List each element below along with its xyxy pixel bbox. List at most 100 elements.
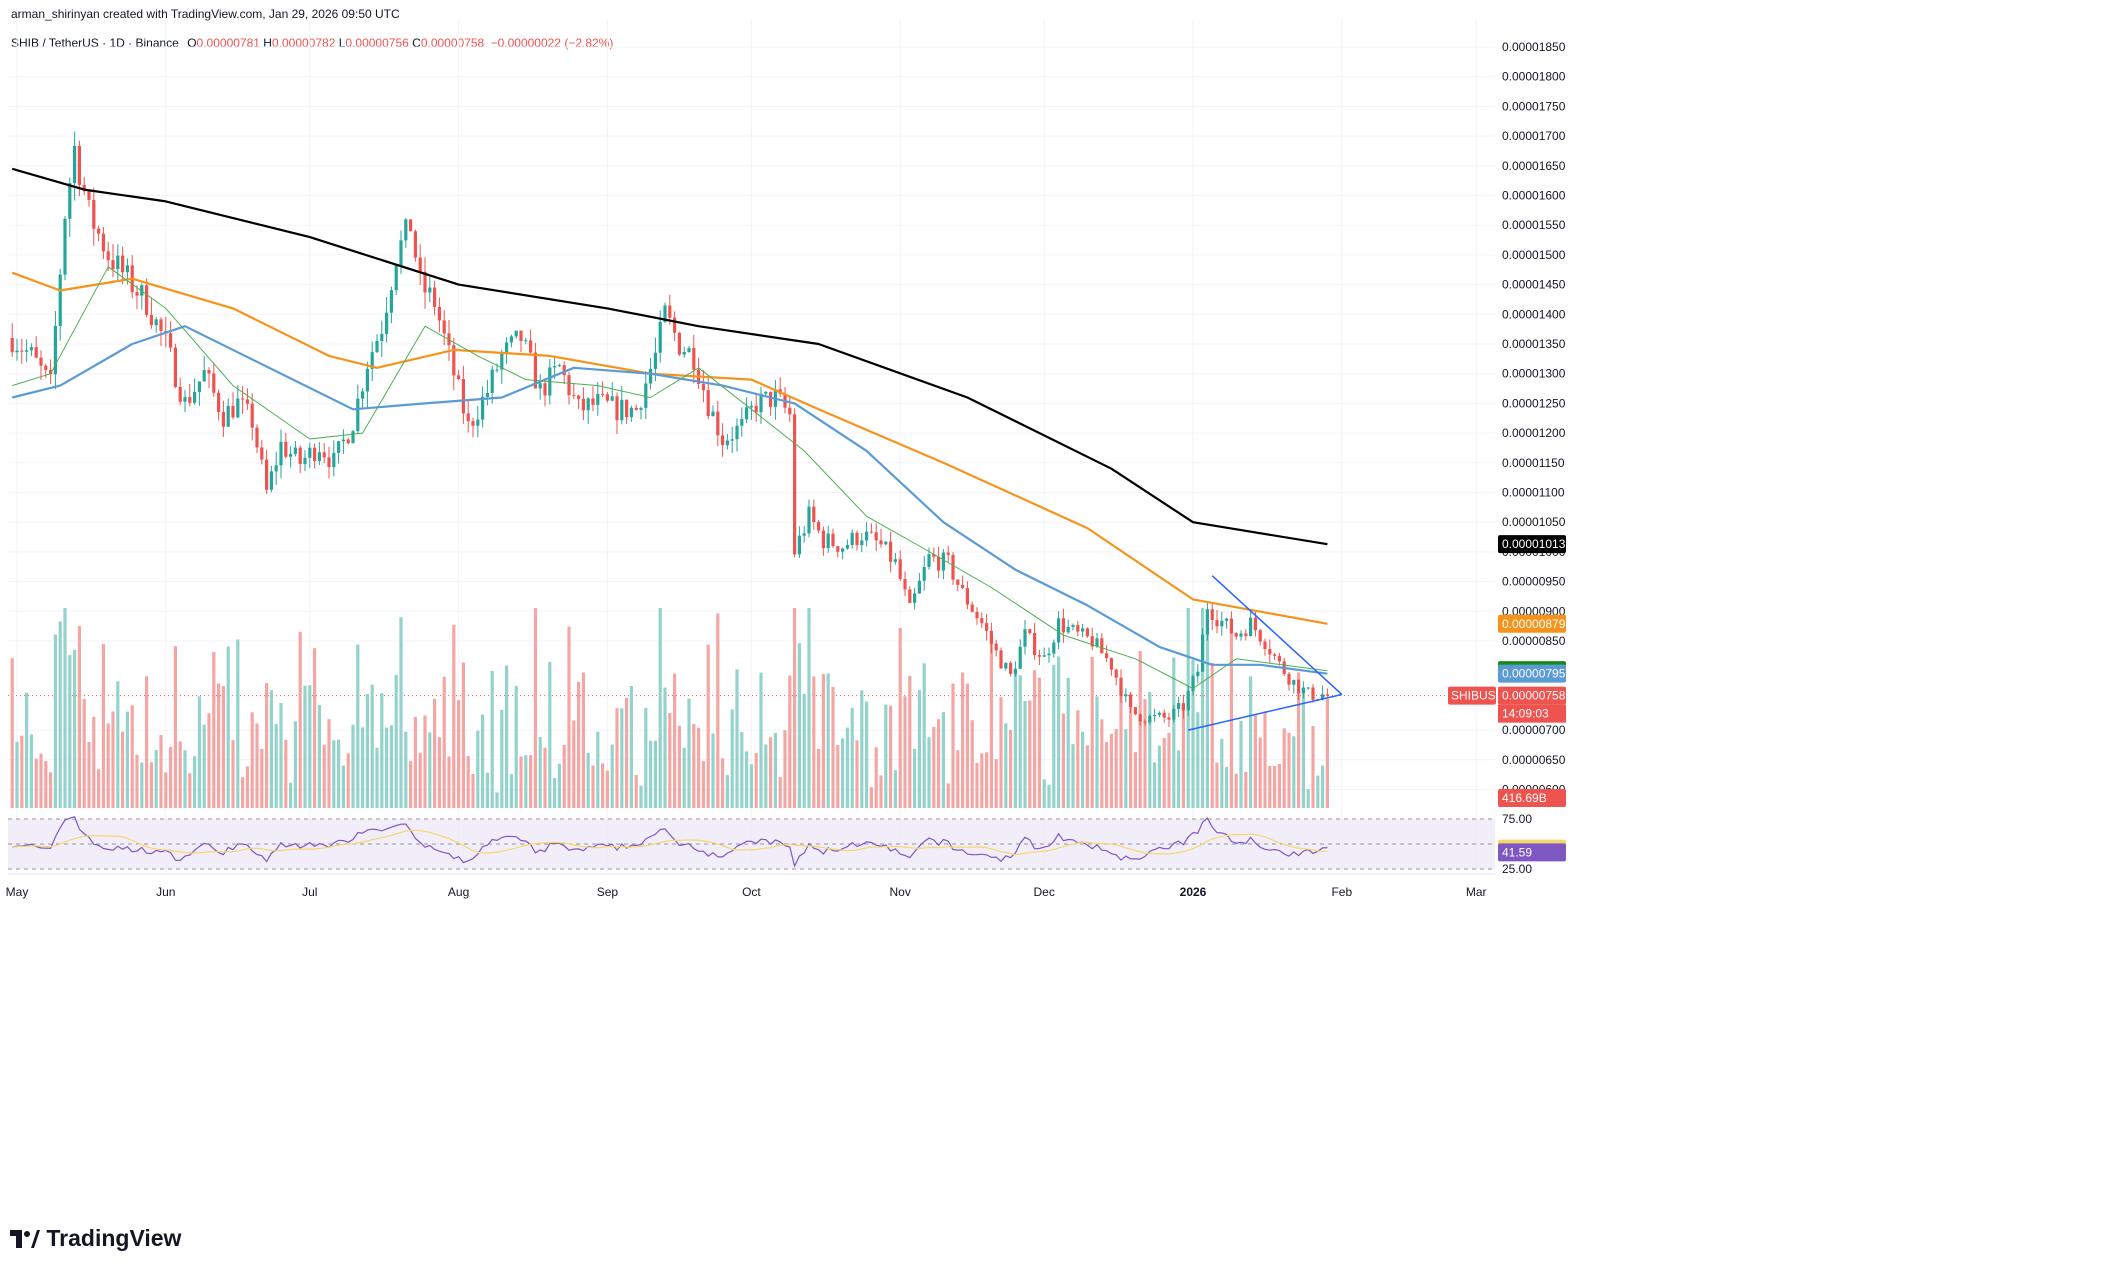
candle-body[interactable] [749,405,753,408]
candle-body[interactable] [337,441,341,453]
candle-body[interactable] [423,271,427,293]
triangle-pattern[interactable] [1188,575,1343,731]
candle-body[interactable] [193,391,197,403]
candle-body[interactable] [1138,714,1142,722]
candle-body[interactable] [1119,677,1123,697]
candle-body[interactable] [586,398,590,411]
candle-body[interactable] [644,383,648,408]
candle-body[interactable] [730,439,734,441]
candle-body[interactable] [903,578,907,590]
candle-body[interactable] [965,588,969,605]
candle-body[interactable] [1215,620,1219,627]
candle-body[interactable] [1018,646,1022,669]
candle-body[interactable] [1234,633,1238,637]
candle-body[interactable] [1239,633,1243,637]
candle-body[interactable] [207,369,211,374]
candle-body[interactable] [159,319,163,331]
candle-body[interactable] [428,287,432,293]
candle-body[interactable] [1292,680,1296,685]
candle-body[interactable] [250,403,254,428]
candle-body[interactable] [1061,618,1065,633]
candle-body[interactable] [1095,638,1099,647]
candle-body[interactable] [581,398,585,411]
candle-body[interactable] [682,352,686,355]
candle-body[interactable] [1263,641,1267,650]
candle-body[interactable] [101,233,105,252]
candle-body[interactable] [975,611,979,619]
candle-body[interactable] [1066,626,1070,633]
candle-body[interactable] [937,556,941,571]
candle-body[interactable] [1273,654,1277,656]
candle-body[interactable] [226,405,230,427]
candle-body[interactable] [658,321,662,353]
candle-body[interactable] [1052,642,1056,654]
candle-body[interactable] [365,368,369,392]
candle-body[interactable] [1186,691,1190,711]
candle-body[interactable] [241,398,245,400]
candle-body[interactable] [735,425,739,440]
candle-body[interactable] [279,441,283,466]
candle-body[interactable] [1090,636,1094,647]
candle-body[interactable] [1153,714,1157,716]
candle-body[interactable] [529,340,533,353]
candle-body[interactable] [1013,668,1017,674]
candle-body[interactable] [87,191,91,200]
candle-body[interactable] [1042,655,1046,657]
candle-body[interactable] [49,369,53,375]
candle-body[interactable] [533,352,537,389]
candle-body[interactable] [236,398,240,418]
candle-body[interactable] [385,312,389,334]
candle-body[interactable] [615,396,619,421]
candle-body[interactable] [740,419,744,426]
candle-body[interactable] [1311,687,1315,700]
candle-body[interactable] [663,305,667,322]
candle-body[interactable] [298,447,302,465]
candle-body[interactable] [178,386,182,402]
candle-body[interactable] [802,533,806,536]
candle-body[interactable] [92,199,96,229]
candle-body[interactable] [1244,633,1248,636]
candle-body[interactable] [29,347,33,351]
candle-body[interactable] [284,441,288,457]
candle-body[interactable] [1148,715,1152,723]
triangle-upper-line[interactable] [1211,575,1343,696]
candle-body[interactable] [605,394,609,401]
candle-body[interactable] [25,350,29,352]
candle-body[interactable] [831,533,835,547]
candle-body[interactable] [1225,618,1229,621]
candle-body[interactable] [1105,653,1109,659]
candle-body[interactable] [1047,653,1051,656]
candle-body[interactable] [1258,630,1262,642]
candle-body[interactable] [716,411,720,436]
candle-body[interactable] [653,352,657,369]
candle-body[interactable] [490,369,494,394]
candle-body[interactable] [293,447,297,454]
candle-body[interactable] [874,532,878,541]
candle-body[interactable] [389,290,393,313]
candle-body[interactable] [1277,655,1281,662]
candle-body[interactable] [1172,708,1176,720]
candle-body[interactable] [231,405,235,418]
candle-body[interactable] [245,399,249,404]
candle-body[interactable] [985,623,989,631]
candle-body[interactable] [471,421,475,426]
candle-body[interactable] [44,365,48,370]
candle-body[interactable] [437,306,441,321]
candle-body[interactable] [361,391,365,399]
candle-body[interactable] [457,375,461,379]
candle-body[interactable] [625,399,629,418]
candle-body[interactable] [567,375,571,396]
candle-body[interactable] [356,398,360,432]
candle-body[interactable] [476,419,480,426]
candle-body[interactable] [908,589,912,603]
candle-body[interactable] [879,540,883,545]
candle-body[interactable] [73,145,77,184]
candle-body[interactable] [917,580,921,594]
candle-body[interactable] [1100,638,1104,654]
candle-body[interactable] [154,319,158,326]
candle-body[interactable] [217,392,221,413]
candle-body[interactable] [1177,703,1181,709]
candle-body[interactable] [941,552,945,571]
candle-body[interactable] [745,407,749,420]
